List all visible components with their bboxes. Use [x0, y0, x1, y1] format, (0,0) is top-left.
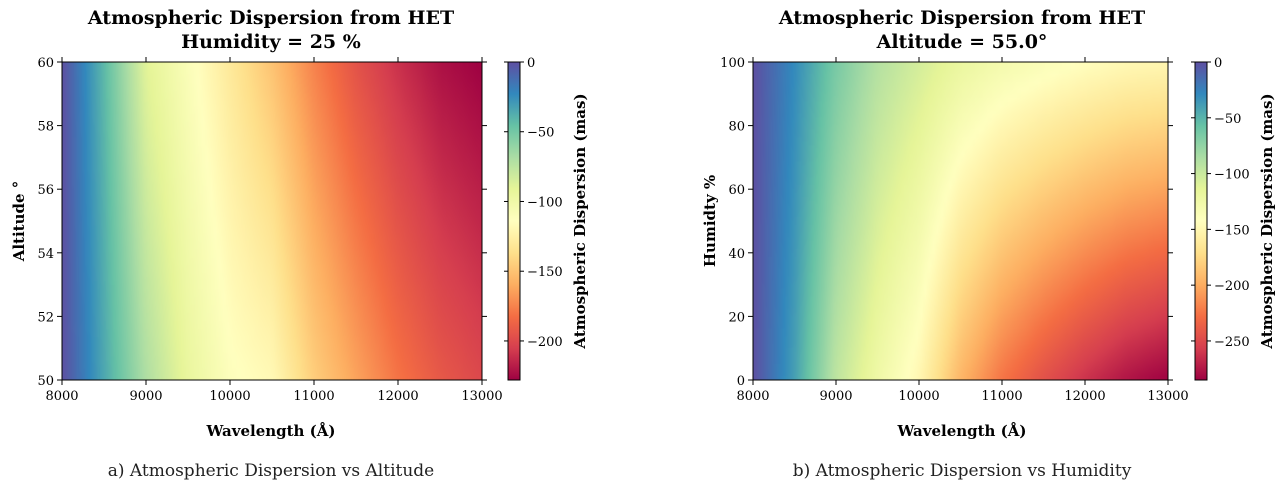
x-tick-label: 11000: [293, 389, 334, 404]
y-tick-label: 20: [728, 310, 745, 325]
x-tick-label: 13000: [461, 389, 502, 404]
colorbar-tick-label: −250: [1214, 335, 1250, 350]
x-tick-label: 8000: [736, 389, 769, 404]
plot-frame: [752, 61, 1169, 381]
colorbar-tick-label: −50: [527, 126, 554, 141]
y-tick-label: 0: [737, 374, 745, 389]
x-tick-label: 12000: [1064, 389, 1105, 404]
y-tick-label: 50: [37, 374, 54, 389]
colorbar: [507, 61, 521, 381]
colorbar-tick-label: 0: [527, 56, 535, 71]
x-tick-label: 8000: [45, 389, 78, 404]
x-tick-label: 11000: [981, 389, 1022, 404]
chart-title-line2: Altitude = 55.0°: [876, 31, 1048, 53]
heatmap-image: [753, 62, 1168, 380]
y-tick-label: 60: [728, 183, 745, 198]
x-tick-label: 10000: [898, 389, 939, 404]
colorbar-tick-label: −50: [1214, 112, 1241, 127]
chart-title-line1: Atmospheric Dispersion from HET: [778, 7, 1145, 29]
x-axis-label: Wavelength (Å): [205, 422, 335, 440]
x-tick-label: 12000: [377, 389, 418, 404]
y-tick-label: 40: [728, 247, 745, 262]
colorbar-tick-label: −100: [527, 195, 563, 210]
y-tick-label: 60: [37, 56, 54, 71]
y-tick-label: 54: [37, 247, 54, 262]
x-tick-label: 9000: [129, 389, 162, 404]
plot-frame: [61, 61, 483, 381]
chart-title-line2: Humidity = 25 %: [181, 31, 361, 53]
x-axis-label: Wavelength (Å): [896, 422, 1026, 440]
colorbar-label: Atmospheric Dispersion (mas): [1258, 93, 1276, 349]
colorbar-tick-label: −150: [527, 265, 563, 280]
y-tick-label: 58: [37, 120, 54, 135]
chart-title-line1: Atmospheric Dispersion from HET: [87, 7, 454, 29]
x-tick-label: 13000: [1147, 389, 1188, 404]
x-tick-label: 9000: [819, 389, 852, 404]
y-tick-label: 52: [37, 310, 54, 325]
y-axis-label: Humidty %: [701, 175, 719, 267]
y-tick-label: 80: [728, 120, 745, 135]
colorbar-tick-label: 0: [1214, 56, 1222, 71]
colorbar-tick-label: −200: [527, 335, 563, 350]
heatmap-panel-humidity: Atmospheric Dispersion from HET Altitude…: [701, 7, 1276, 481]
x-tick-label: 10000: [209, 389, 250, 404]
heatmap-panel-altitude: Atmospheric Dispersion from HET Humidity…: [10, 7, 589, 481]
colorbar-tick-label: −100: [1214, 168, 1250, 183]
figure-caption: b) Atmospheric Dispersion vs Humidity: [793, 461, 1132, 481]
colorbar-label: Atmospheric Dispersion (mas): [571, 93, 589, 349]
y-tick-label: 56: [37, 183, 54, 198]
colorbar-tick-label: −150: [1214, 223, 1250, 238]
colorbar: [1194, 61, 1208, 381]
heatmap-image: [62, 62, 482, 380]
y-axis-label: Altitude °: [10, 181, 28, 263]
colorbar-tick-label: −200: [1214, 279, 1250, 294]
y-tick-label: 100: [720, 56, 745, 71]
figure-caption: a) Atmospheric Dispersion vs Altitude: [108, 461, 435, 481]
